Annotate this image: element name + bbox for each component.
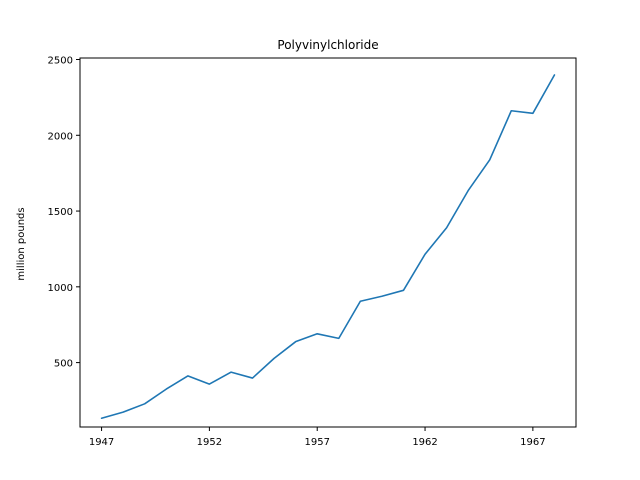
data-point bbox=[252, 377, 254, 379]
data-point bbox=[295, 341, 297, 343]
y-tick-label: 500 bbox=[54, 359, 73, 370]
y-tick-label: 2000 bbox=[48, 131, 73, 142]
y-tick-label: 1500 bbox=[48, 207, 73, 218]
data-point bbox=[360, 300, 362, 302]
y-axis-label: million pounds bbox=[16, 207, 27, 280]
plot-frame bbox=[79, 57, 577, 428]
x-tick-label: 1947 bbox=[89, 437, 114, 448]
data-point bbox=[489, 159, 491, 161]
data-point bbox=[209, 383, 211, 385]
y-tick-label: 2500 bbox=[48, 56, 73, 67]
x-tick-label: 1957 bbox=[304, 437, 329, 448]
data-point bbox=[122, 411, 124, 413]
data-point bbox=[316, 333, 318, 335]
data-point bbox=[446, 227, 448, 229]
data-point bbox=[144, 403, 146, 405]
x-tick-label: 1962 bbox=[412, 437, 437, 448]
x-tick-label: 1952 bbox=[197, 437, 222, 448]
plot-area: 1947 1952 1957 1962 1967 500 1000 1500 2000 2500 bbox=[48, 56, 556, 448]
data-point bbox=[273, 358, 275, 360]
data-point bbox=[230, 371, 232, 373]
data-point bbox=[187, 375, 189, 377]
data-point bbox=[511, 110, 513, 112]
data-point bbox=[101, 417, 103, 419]
data-point bbox=[532, 113, 534, 115]
data-point bbox=[554, 74, 556, 76]
data-point bbox=[403, 290, 405, 292]
data-point bbox=[165, 388, 167, 390]
data-point bbox=[338, 338, 340, 340]
data-point bbox=[381, 295, 383, 297]
chart-title: Polyvinylchloride bbox=[277, 38, 378, 52]
x-tick-label: 1967 bbox=[520, 437, 545, 448]
y-tick-label: 1000 bbox=[48, 283, 73, 294]
data-point bbox=[467, 190, 469, 192]
series-line bbox=[100, 74, 556, 420]
data-point bbox=[424, 253, 426, 255]
